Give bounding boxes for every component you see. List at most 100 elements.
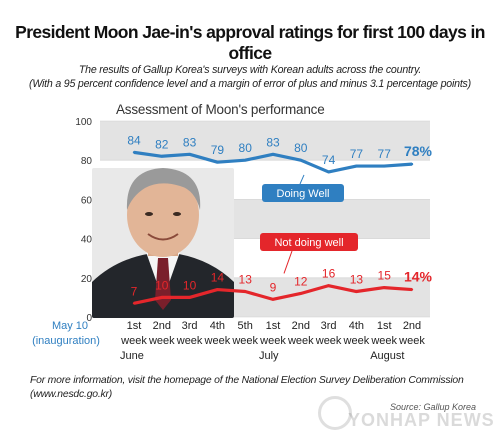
data-point bbox=[327, 170, 330, 174]
value-label: 16 bbox=[322, 267, 336, 281]
x-tick-label: 2nd bbox=[153, 320, 171, 332]
y-tick-label: 60 bbox=[81, 195, 93, 206]
eye-shape bbox=[173, 212, 181, 216]
x-tick-label: 3rd bbox=[182, 320, 198, 332]
value-label: 10 bbox=[183, 278, 197, 292]
data-point bbox=[299, 292, 302, 295]
legend-doing-well-box bbox=[262, 184, 344, 202]
value-label: 77 bbox=[378, 147, 392, 161]
y-tick-label: 20 bbox=[81, 274, 93, 285]
page-title: President Moon Jae-in's approval ratings… bbox=[15, 22, 485, 63]
data-point bbox=[355, 164, 358, 168]
data-point bbox=[299, 159, 302, 162]
smile-shape bbox=[147, 233, 179, 241]
x-tick-inauguration-sub: (inauguration) bbox=[32, 335, 100, 347]
value-label: 9 bbox=[270, 280, 277, 294]
hair-shape bbox=[126, 168, 201, 210]
data-point bbox=[244, 290, 247, 293]
value-label: 80 bbox=[239, 141, 253, 155]
value-label: 77 bbox=[350, 147, 364, 161]
x-tick-label: 4th bbox=[349, 320, 364, 332]
value-label: 14% bbox=[404, 269, 433, 285]
subtitle-line-2: (With a 95 percent confidence level and … bbox=[29, 78, 471, 90]
legend-not-doing-well-box bbox=[260, 233, 358, 251]
data-point bbox=[271, 298, 275, 301]
value-label: 13 bbox=[239, 273, 253, 287]
x-tick-label: 5th bbox=[238, 320, 253, 332]
value-label: 84 bbox=[127, 133, 141, 147]
source-note: Source: Gallup Korea bbox=[390, 402, 477, 412]
x-tick-label: 3rd bbox=[321, 320, 337, 332]
x-tick-label: 4th bbox=[210, 320, 225, 332]
x-tick-inauguration: May 10 bbox=[52, 320, 88, 332]
data-point bbox=[383, 286, 386, 289]
value-label: 12 bbox=[294, 274, 308, 288]
callout-connector bbox=[283, 250, 293, 274]
x-tick-label: week bbox=[398, 335, 425, 347]
data-point bbox=[132, 151, 136, 154]
value-label: 15 bbox=[378, 269, 392, 283]
data-point bbox=[383, 164, 386, 168]
footer-url[interactable]: (www.nesdc.go.kr) bbox=[30, 389, 113, 400]
value-label: 78% bbox=[404, 143, 433, 159]
month-label: June bbox=[120, 350, 144, 362]
value-label: 80 bbox=[294, 141, 308, 155]
subtitle-line-1: The results of Gallup Korea's surveys wi… bbox=[78, 64, 422, 76]
grid-band bbox=[100, 121, 430, 161]
legend-doing-well-label: Doing Well bbox=[277, 188, 330, 200]
x-tick-label: 2nd bbox=[292, 320, 310, 332]
portrait-photo bbox=[92, 168, 234, 318]
data-point bbox=[410, 288, 414, 291]
data-point bbox=[216, 288, 219, 291]
value-label: 83 bbox=[183, 135, 197, 149]
value-label: 79 bbox=[211, 143, 225, 157]
value-label: 14 bbox=[211, 271, 225, 285]
data-point bbox=[160, 296, 163, 299]
x-tick-label: week bbox=[204, 335, 231, 347]
face-shape bbox=[127, 173, 199, 257]
x-tick-label: week bbox=[120, 335, 147, 347]
y-tick-label: 40 bbox=[81, 235, 93, 246]
legend-not-doing-well-label: Not doing well bbox=[274, 237, 343, 249]
data-point bbox=[216, 160, 219, 164]
footer-info-line: For more information, visit the homepage… bbox=[30, 375, 464, 386]
month-label: July bbox=[259, 350, 279, 362]
data-point bbox=[160, 155, 163, 158]
eye-shape bbox=[145, 212, 153, 216]
data-point bbox=[410, 162, 414, 166]
chart-title: Assessment of Moon's performance bbox=[116, 102, 325, 117]
data-point bbox=[132, 302, 136, 305]
y-tick-label: 80 bbox=[81, 156, 93, 167]
x-tick-label: week bbox=[315, 335, 342, 347]
value-label: 74 bbox=[322, 153, 336, 167]
month-label: August bbox=[370, 350, 404, 362]
x-tick-label: week bbox=[176, 335, 203, 347]
x-tick-label: 1st bbox=[266, 320, 281, 332]
value-label: 10 bbox=[155, 278, 169, 292]
x-tick-label: 1st bbox=[377, 320, 392, 332]
value-label: 7 bbox=[131, 284, 138, 298]
y-tick-label: 0 bbox=[86, 313, 92, 324]
callout-connector bbox=[299, 174, 305, 185]
x-tick-label: week bbox=[343, 335, 370, 347]
yonhap-logo-icon bbox=[318, 396, 352, 430]
value-label: 13 bbox=[350, 273, 364, 287]
data-point bbox=[244, 159, 247, 162]
x-tick-label: week bbox=[148, 335, 175, 347]
x-tick-label: 1st bbox=[127, 320, 142, 332]
data-point bbox=[355, 290, 358, 293]
x-tick-label: week bbox=[287, 335, 314, 347]
value-label: 82 bbox=[155, 137, 169, 151]
data-point bbox=[327, 284, 330, 287]
watermark: YONHAP NEWS bbox=[348, 410, 495, 430]
data-point bbox=[188, 296, 191, 299]
data-point bbox=[271, 153, 275, 156]
data-point bbox=[188, 153, 191, 156]
x-tick-label: week bbox=[231, 335, 258, 347]
x-tick-label: 2nd bbox=[403, 320, 421, 332]
x-tick-label: week bbox=[370, 335, 397, 347]
value-label: 83 bbox=[266, 135, 280, 149]
x-tick-label: week bbox=[259, 335, 286, 347]
y-tick-label: 100 bbox=[75, 117, 92, 128]
